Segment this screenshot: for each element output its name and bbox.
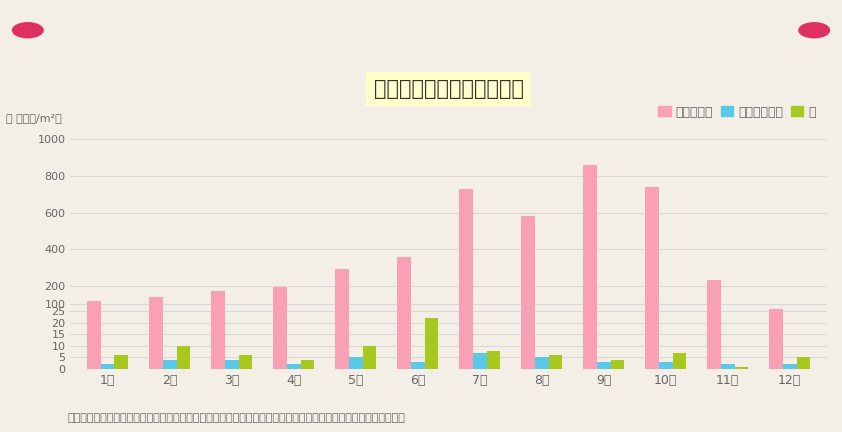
Bar (424, 318, 438, 369)
Bar (163, 360, 177, 369)
Bar (88, 301, 101, 369)
Bar (673, 353, 686, 369)
Legend: カーペット, フローリング, 畳: カーペット, フローリング, 畳 (653, 101, 821, 124)
Bar (287, 364, 301, 369)
Text: ４人家族・集合住宅にある住まいのお宅を、床種類別に掃除機でサンプリングし、ダニ数を測定（ダスキン調べ）: ４人家族・集合住宅にある住まいのお宅を、床種類別に掃除機でサンプリングし、ダニ数… (67, 413, 405, 423)
Bar (349, 357, 363, 369)
Bar (734, 367, 749, 369)
Bar (397, 257, 411, 369)
Bar (487, 350, 500, 369)
Bar (797, 357, 810, 369)
Bar (274, 287, 287, 369)
Bar (149, 297, 163, 369)
Bar (610, 360, 624, 369)
Bar (115, 355, 128, 369)
Bar (549, 355, 562, 369)
Bar (783, 364, 797, 369)
Bar (535, 357, 549, 369)
Bar (459, 189, 473, 369)
Bar (211, 292, 225, 369)
Text: １年間のダニ数推移グラフ: １年間のダニ数推移グラフ (374, 79, 524, 99)
Bar (238, 355, 252, 369)
Bar (597, 362, 610, 369)
Bar (225, 360, 238, 369)
Bar (177, 346, 190, 369)
Bar (721, 364, 734, 369)
Bar (770, 309, 783, 369)
Bar (584, 165, 597, 369)
Bar (707, 280, 721, 369)
Bar (411, 362, 424, 369)
Bar (645, 187, 659, 369)
Bar (521, 216, 535, 369)
Bar (659, 362, 673, 369)
Bar (363, 346, 376, 369)
Bar (335, 270, 349, 369)
Bar (101, 364, 115, 369)
Bar (301, 360, 314, 369)
Text: （ ダニ数/m²）: （ ダニ数/m²） (6, 113, 62, 123)
Bar (473, 353, 487, 369)
